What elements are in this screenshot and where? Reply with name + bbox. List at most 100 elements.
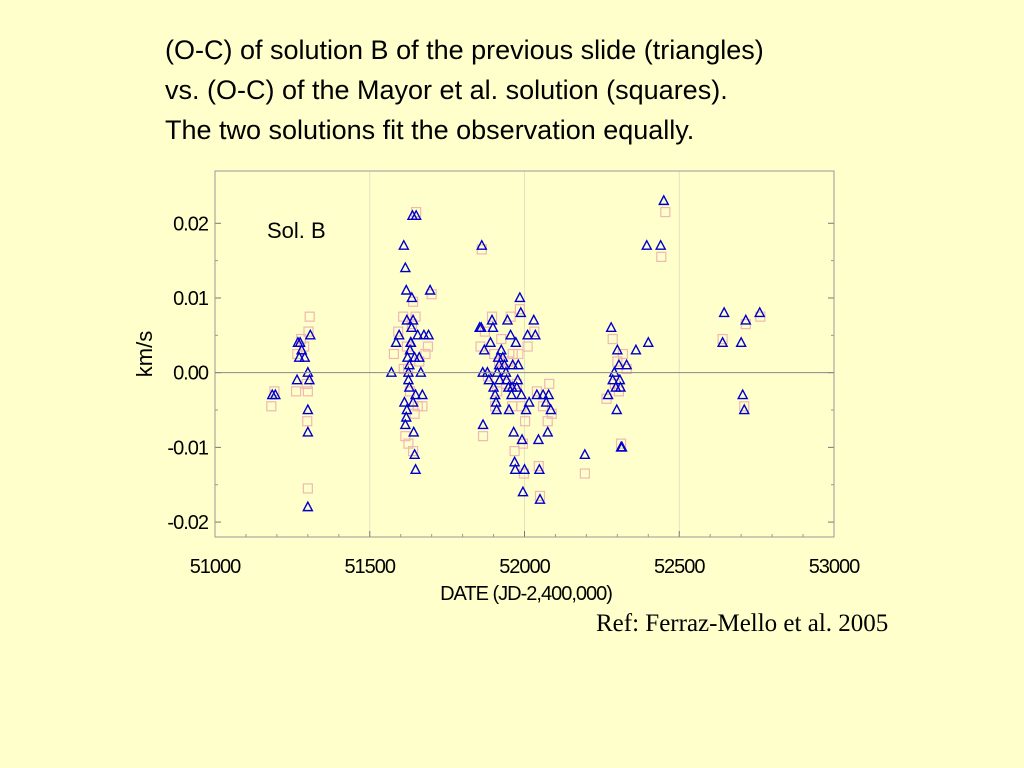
triangle-point bbox=[542, 425, 554, 437]
triangle-point bbox=[614, 381, 627, 392]
square-point bbox=[612, 356, 623, 367]
reference-citation: Ref: Ferraz-Mello et al. 2005 bbox=[596, 610, 889, 637]
triangle-point bbox=[481, 366, 494, 377]
triangle-point bbox=[531, 388, 543, 400]
triangle-point bbox=[293, 351, 305, 362]
square-point bbox=[544, 378, 555, 389]
y-tick-label: -0.01 bbox=[167, 437, 208, 459]
triangle-point bbox=[528, 313, 540, 325]
square-point bbox=[656, 251, 667, 262]
triangle-point bbox=[408, 351, 421, 362]
square-point bbox=[302, 416, 313, 427]
square-point bbox=[660, 206, 671, 218]
triangle-point bbox=[294, 336, 306, 347]
triangle-point bbox=[540, 396, 552, 407]
x-tick-label: 51500 bbox=[344, 556, 395, 578]
triangle-point bbox=[406, 291, 418, 303]
triangle-point bbox=[505, 388, 518, 400]
square-point bbox=[393, 326, 404, 337]
square-point bbox=[522, 341, 533, 352]
triangle-point bbox=[607, 373, 619, 385]
triangle-point bbox=[299, 351, 311, 362]
triangle-point bbox=[510, 336, 522, 347]
triangle-point bbox=[500, 373, 513, 385]
square-point bbox=[531, 386, 542, 397]
triangle-point bbox=[304, 328, 316, 340]
triangle-point bbox=[520, 403, 532, 415]
squares-series bbox=[266, 206, 766, 502]
square-point bbox=[520, 416, 531, 427]
triangle-point bbox=[616, 440, 628, 452]
square-point bbox=[269, 386, 280, 397]
triangle-point bbox=[508, 425, 520, 437]
square-point bbox=[717, 333, 728, 345]
triangle-point bbox=[295, 343, 308, 355]
triangle-point bbox=[497, 351, 509, 362]
square-point bbox=[579, 468, 590, 479]
triangle-point bbox=[424, 284, 436, 295]
triangle-point bbox=[302, 403, 314, 415]
title-line-1: (O-C) of solution B of the previous slid… bbox=[165, 35, 764, 65]
triangle-point bbox=[401, 403, 413, 415]
slide-title: (O-C) of solution B of the previous slid… bbox=[165, 30, 985, 150]
triangle-point bbox=[269, 388, 282, 400]
triangle-point bbox=[602, 388, 614, 400]
triangle-point bbox=[302, 500, 314, 512]
triangle-point bbox=[302, 425, 314, 437]
triangle-point bbox=[291, 373, 303, 385]
triangle-point bbox=[512, 373, 524, 385]
triangle-point bbox=[608, 366, 620, 377]
triangle-point bbox=[412, 328, 424, 340]
triangle-point bbox=[400, 410, 412, 422]
triangle-point bbox=[534, 493, 546, 504]
triangle-point bbox=[537, 388, 549, 400]
triangle-point bbox=[476, 239, 488, 250]
square-point bbox=[407, 446, 419, 457]
square-point bbox=[486, 311, 498, 322]
square-point bbox=[422, 341, 434, 352]
triangle-point bbox=[385, 366, 398, 377]
triangle-point bbox=[503, 403, 515, 415]
triangle-point bbox=[605, 321, 617, 333]
triangle-point bbox=[483, 373, 495, 385]
triangle-point bbox=[405, 336, 417, 347]
triangle-point bbox=[401, 313, 413, 325]
square-point bbox=[304, 311, 315, 322]
triangle-point bbox=[613, 358, 625, 370]
triangle-point bbox=[398, 239, 410, 250]
triangle-point bbox=[399, 261, 412, 273]
triangle-point bbox=[390, 336, 402, 347]
triangle-point bbox=[523, 396, 535, 407]
square-point bbox=[496, 333, 507, 345]
triangle-point bbox=[484, 336, 497, 347]
x-tick-label: 51000 bbox=[190, 556, 241, 578]
y-tick-label: -0.02 bbox=[167, 512, 208, 534]
triangle-point bbox=[507, 358, 519, 370]
triangle-point bbox=[641, 239, 653, 250]
triangle-point bbox=[494, 373, 506, 385]
square-point bbox=[529, 326, 540, 337]
triangle-point bbox=[533, 463, 546, 474]
triangle-point bbox=[512, 358, 524, 370]
triangle-point bbox=[491, 366, 503, 377]
square-point bbox=[533, 460, 544, 472]
triangle-point bbox=[400, 284, 412, 295]
triangle-point bbox=[495, 343, 507, 355]
triangle-point bbox=[529, 328, 541, 340]
y-tick-label: 0.01 bbox=[173, 288, 209, 310]
y-tick-label: 0.02 bbox=[173, 213, 209, 235]
x-tick-label: 52000 bbox=[499, 556, 550, 578]
plot-frame bbox=[214, 170, 835, 538]
title-line-3: The two solutions fit the observation eq… bbox=[165, 115, 695, 145]
triangle-point bbox=[407, 313, 419, 325]
triangle-point bbox=[740, 313, 752, 325]
triangle-point bbox=[716, 336, 729, 347]
triangles-series bbox=[266, 194, 766, 512]
triangle-point bbox=[630, 343, 642, 355]
triangle-point bbox=[738, 403, 750, 415]
triangle-point bbox=[401, 351, 414, 362]
x-tick-label: 52500 bbox=[654, 556, 705, 578]
triangle-point bbox=[475, 321, 487, 333]
triangle-point bbox=[501, 313, 514, 325]
triangle-point bbox=[611, 403, 623, 415]
